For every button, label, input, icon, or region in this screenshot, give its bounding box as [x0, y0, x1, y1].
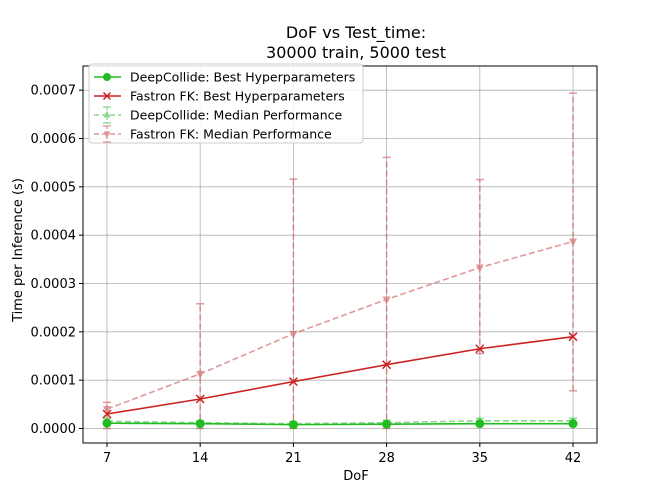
marker-stroke [102, 409, 112, 419]
chart-title-line2: 30000 train, 5000 test [266, 43, 446, 62]
marker-stroke [288, 377, 298, 387]
data-point [382, 360, 392, 370]
data-point [289, 330, 298, 339]
y-tick-label: 0.0000 [31, 422, 77, 437]
chart-title-line1: DoF vs Test_time: [286, 23, 426, 43]
data-point [196, 370, 205, 379]
data-point [382, 296, 391, 305]
data-point [475, 419, 485, 429]
x-tick-label: 35 [472, 451, 489, 466]
axis-ticks: 7 14 21 28 35 42 0.0000 0.0001 0.0002 0.0003 0.000… [31, 84, 582, 466]
data-point [288, 420, 298, 430]
series-line [106, 240, 574, 410]
legend-label: DeepCollide: Best Hyperparameters [130, 70, 355, 85]
series-line [106, 335, 574, 415]
data-point [475, 344, 485, 354]
series-3 [102, 92, 578, 430]
series-line [106, 419, 574, 425]
y-tick-label: 0.0004 [31, 229, 77, 244]
y-axis-label: Time per Inference (s) [11, 178, 26, 323]
marker-stroke [102, 91, 112, 101]
data-point [288, 377, 298, 387]
legend-box [88, 63, 364, 144]
legend-marker [102, 91, 112, 101]
data-point [568, 332, 578, 342]
y-tick-label: 0.0002 [31, 325, 77, 340]
data-point [568, 419, 578, 429]
y-tick-label: 0.0005 [31, 180, 77, 195]
legend-entry [94, 125, 121, 143]
marker-stroke [568, 332, 578, 342]
data-point [475, 264, 484, 273]
marker-stroke [195, 394, 205, 404]
data-point [195, 394, 205, 404]
x-tick-label: 21 [285, 451, 302, 466]
x-axis-label: DoF [343, 469, 368, 484]
legend: DeepCollide: Best Hyperparameters Fastron… [88, 63, 364, 144]
marker-stroke [475, 344, 485, 354]
x-tick-label: 14 [192, 451, 209, 466]
legend-entry [94, 106, 121, 124]
series-0 [102, 418, 578, 430]
series-group [102, 92, 578, 430]
marker-stroke [382, 360, 392, 370]
y-tick-label: 0.0001 [31, 374, 77, 389]
legend-label: Fastron FK: Best Hyperparameters [130, 89, 345, 104]
legend-label: DeepCollide: Median Performance [130, 108, 343, 123]
data-point [382, 419, 392, 429]
data-point [102, 418, 112, 428]
y-tick-label: 0.0007 [31, 84, 77, 99]
legend-marker [103, 131, 111, 139]
data-point [195, 419, 205, 429]
legend-entry [94, 91, 121, 101]
y-tick-label: 0.0006 [31, 132, 77, 147]
legend-label: Fastron FK: Median Performance [130, 127, 332, 142]
x-tick-label: 7 [103, 451, 111, 466]
x-tick-label: 28 [378, 451, 395, 466]
series-line [106, 422, 574, 426]
legend-entry [94, 73, 121, 81]
data-point [102, 406, 111, 415]
legend-marker [103, 110, 111, 118]
series-1 [102, 332, 578, 419]
data-point [569, 238, 578, 247]
data-point [102, 409, 112, 419]
y-tick-label: 0.0003 [31, 277, 77, 292]
x-tick-label: 42 [565, 451, 582, 466]
legend-marker [103, 73, 111, 81]
